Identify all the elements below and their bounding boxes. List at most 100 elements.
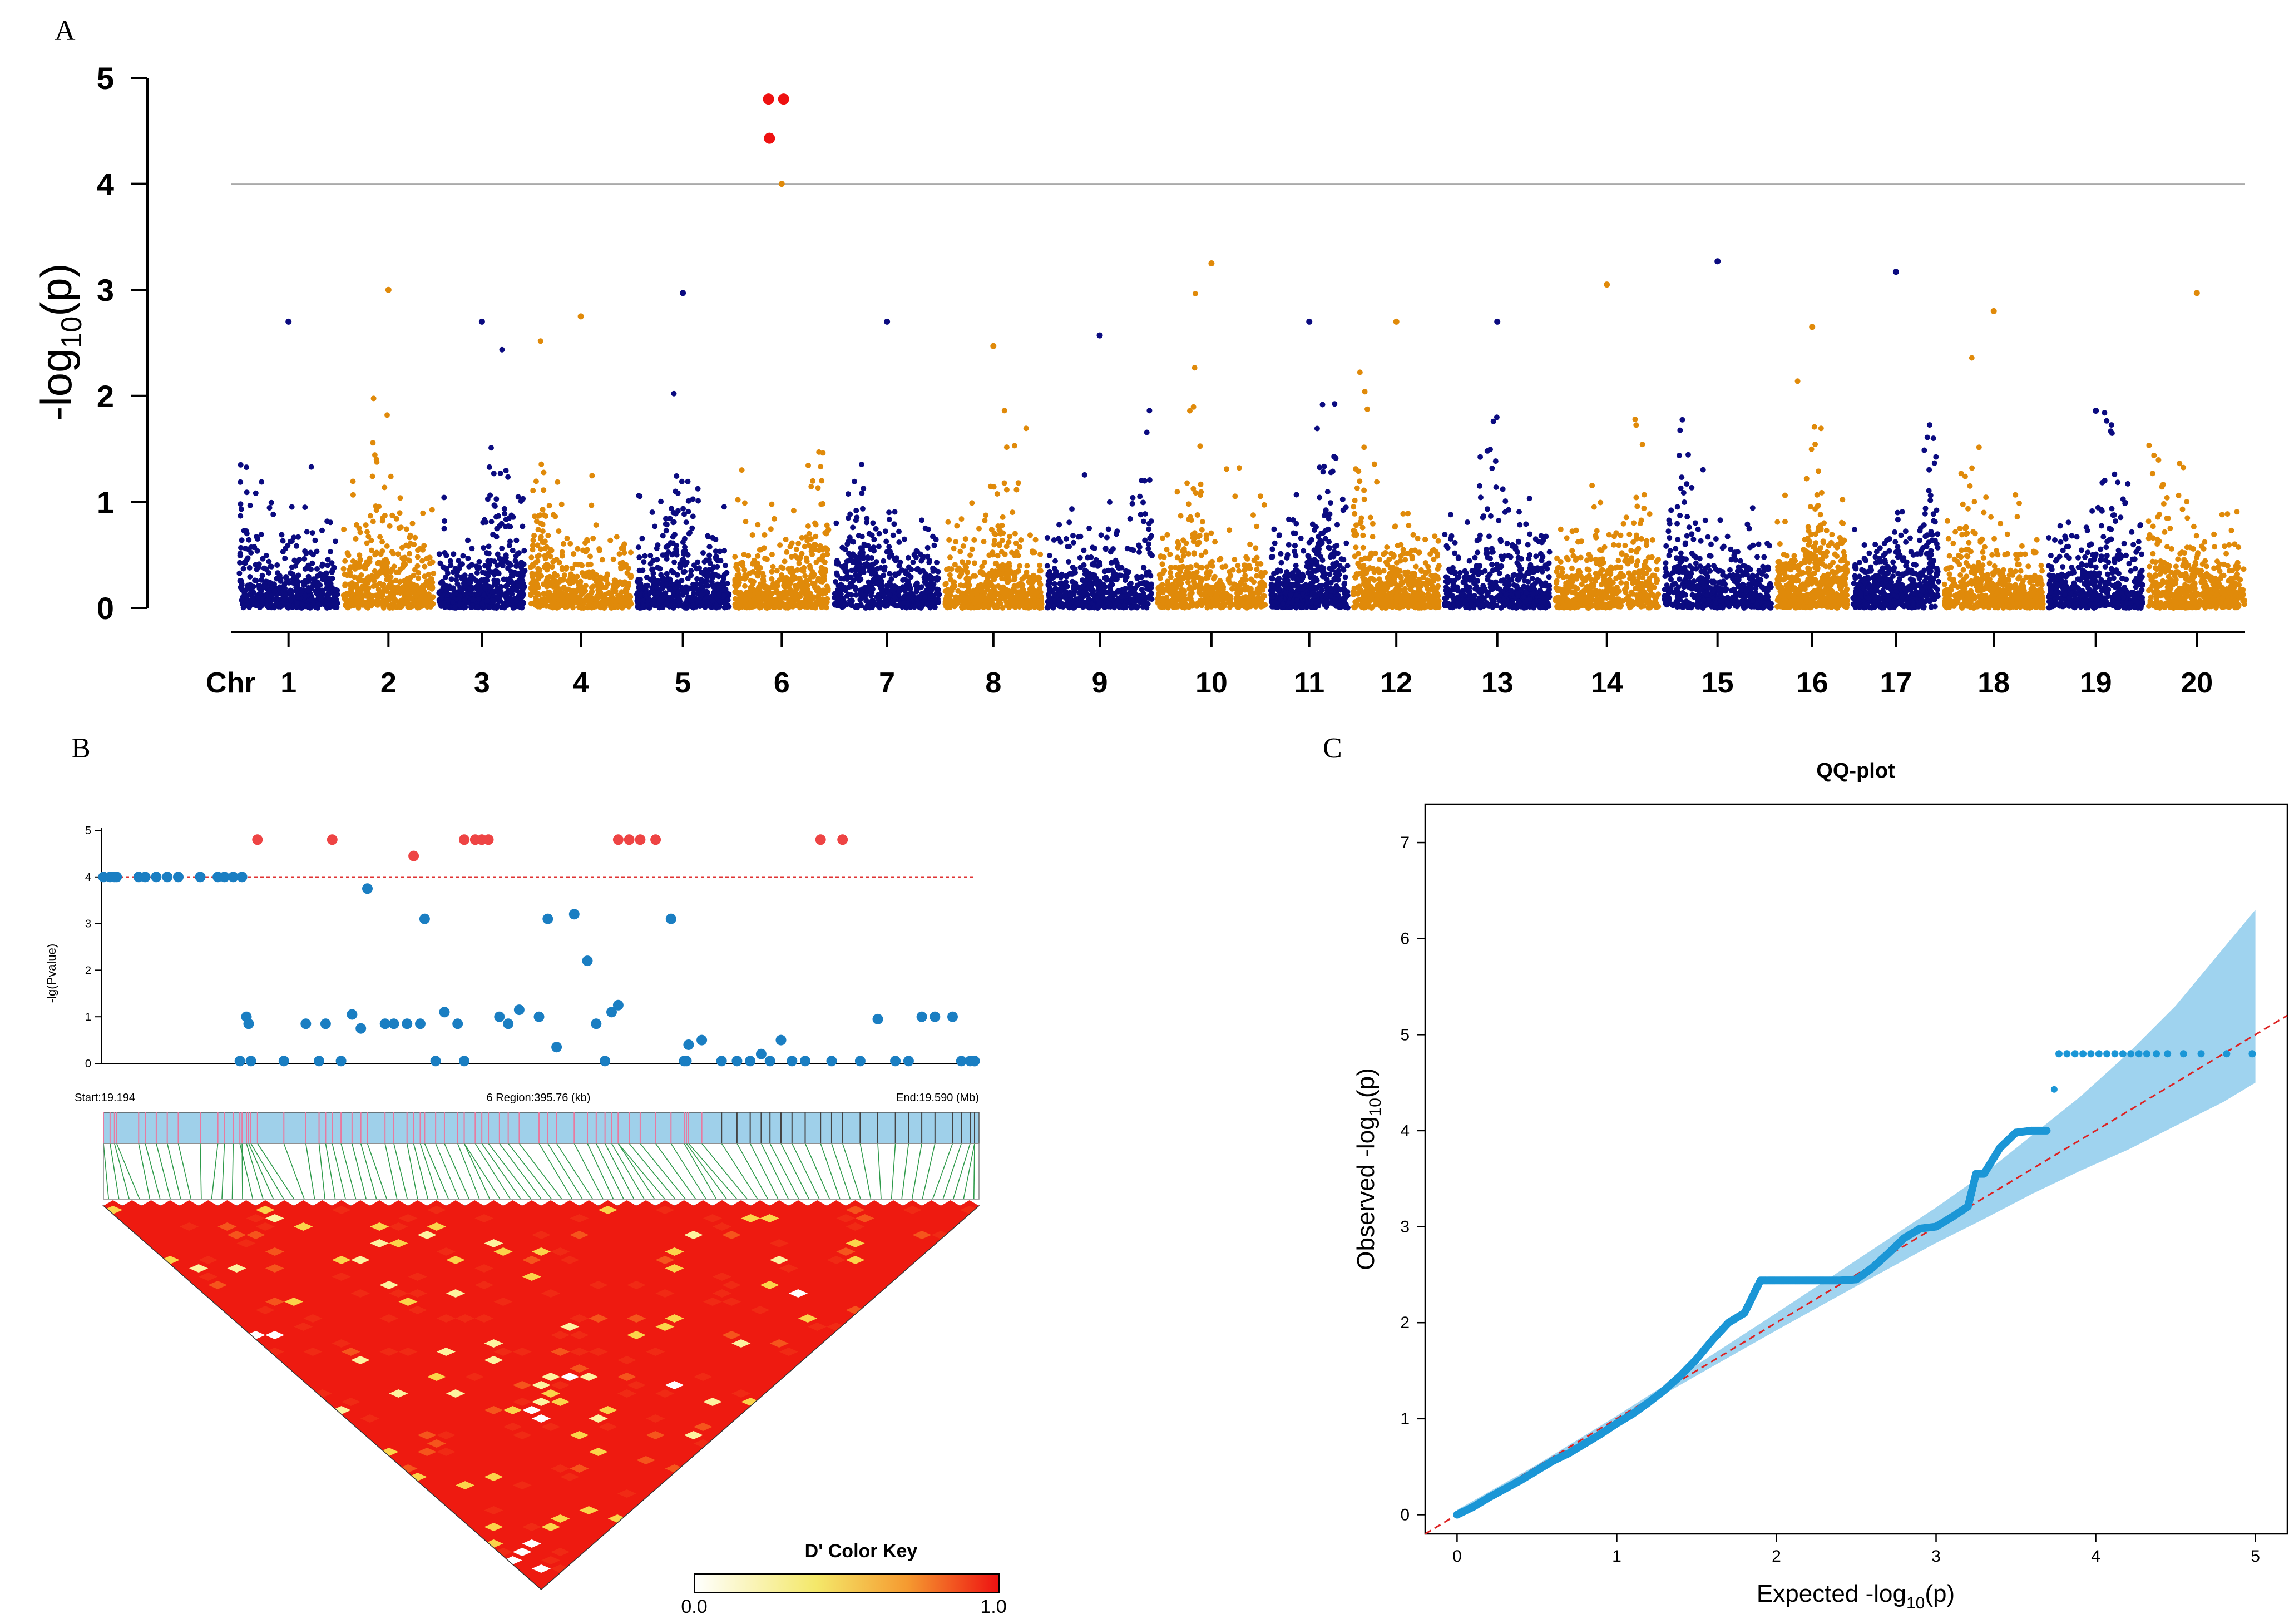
snp-point <box>1060 601 1066 607</box>
snp-point <box>922 579 928 585</box>
snp-point <box>769 568 775 575</box>
snp-point <box>496 513 502 519</box>
chromosome-3-points <box>436 318 528 611</box>
snp-point <box>503 468 509 474</box>
snp-point <box>988 590 995 596</box>
snp-point <box>1006 604 1012 610</box>
snp-point <box>497 471 503 476</box>
snp-point <box>281 582 288 588</box>
snp-point <box>900 577 906 583</box>
snp-point <box>530 563 536 569</box>
snp-point <box>374 592 380 598</box>
snp-point <box>520 523 526 529</box>
snp-point <box>1212 539 1218 545</box>
snp-point <box>1101 568 1108 575</box>
snp-point <box>846 491 851 497</box>
snp-point <box>486 464 492 470</box>
snp-point <box>878 565 884 571</box>
snp-point <box>302 504 308 511</box>
snp-point <box>302 566 308 572</box>
snp-point <box>397 510 403 516</box>
snp-point <box>535 513 541 519</box>
snp-point <box>518 560 525 566</box>
snp-point <box>566 598 572 605</box>
snp-point <box>951 546 957 552</box>
snp-point <box>611 577 617 583</box>
snp-point <box>946 604 952 610</box>
snp-point <box>599 557 605 563</box>
snp-point <box>865 554 871 560</box>
snp-point <box>562 586 568 592</box>
snp-point <box>241 560 247 566</box>
snp-point <box>1057 581 1063 587</box>
snp-point <box>513 587 520 593</box>
snp-point <box>1124 546 1130 552</box>
snp-point <box>1065 559 1071 565</box>
snp-point <box>422 563 428 570</box>
snp-point <box>959 590 965 596</box>
snp-point <box>657 597 664 603</box>
snp-point <box>1009 549 1015 556</box>
snp-peak-point <box>1096 332 1103 339</box>
snp-point <box>559 549 565 555</box>
snp-point <box>542 553 548 559</box>
snp-point <box>1148 533 1154 539</box>
chromosome-6-points <box>732 181 832 611</box>
snp-point <box>254 548 260 554</box>
snp-point <box>295 534 301 540</box>
snp-point <box>881 592 887 598</box>
snp-point <box>237 578 243 584</box>
snp-point <box>383 566 389 572</box>
snp-point <box>674 473 680 479</box>
snp-point <box>258 532 264 538</box>
snp-point <box>906 554 911 561</box>
snp-point <box>474 603 481 610</box>
snp-point <box>476 596 482 602</box>
snp-point <box>819 478 825 484</box>
snp-point <box>545 590 551 596</box>
snp-point <box>291 594 297 600</box>
snp-point <box>407 534 413 541</box>
snp-point <box>1092 576 1098 582</box>
snp-point <box>284 577 290 583</box>
snp-point <box>680 569 686 575</box>
snp-point <box>412 534 418 541</box>
snp-point <box>294 543 299 549</box>
snp-point <box>542 601 548 607</box>
snp-point <box>823 605 829 611</box>
snp-point <box>749 532 755 538</box>
snp-point <box>515 494 521 500</box>
snp-point <box>387 582 393 588</box>
snp-point <box>332 601 338 607</box>
snp-point <box>1197 539 1203 546</box>
snp-point <box>670 519 676 526</box>
snp-point <box>253 577 259 583</box>
snp-point <box>834 561 840 567</box>
snp-point <box>280 538 286 544</box>
snp-point <box>396 525 402 531</box>
snp-point <box>267 580 273 586</box>
snp-point <box>1102 546 1109 552</box>
snp-point <box>844 558 850 565</box>
snp-point <box>427 554 433 561</box>
snp-point <box>418 595 424 601</box>
snp-point <box>1216 557 1222 563</box>
snp-point <box>914 581 920 587</box>
snp-point <box>545 533 551 538</box>
snp-point <box>586 602 592 608</box>
snp-point <box>510 548 516 553</box>
snp-point <box>664 571 670 577</box>
snp-point <box>664 582 669 588</box>
snp-point <box>812 542 817 547</box>
snp-point <box>647 561 654 567</box>
snp-point <box>1088 554 1094 560</box>
snp-point <box>805 462 811 468</box>
snp-point <box>642 553 648 559</box>
snp-point <box>808 597 814 603</box>
snp-point <box>408 602 414 608</box>
manhattan-y-tick-label: 0 <box>97 591 114 626</box>
snp-point <box>499 346 505 353</box>
snp-point <box>1027 532 1033 538</box>
snp-point <box>344 550 350 556</box>
snp-point <box>815 485 821 491</box>
